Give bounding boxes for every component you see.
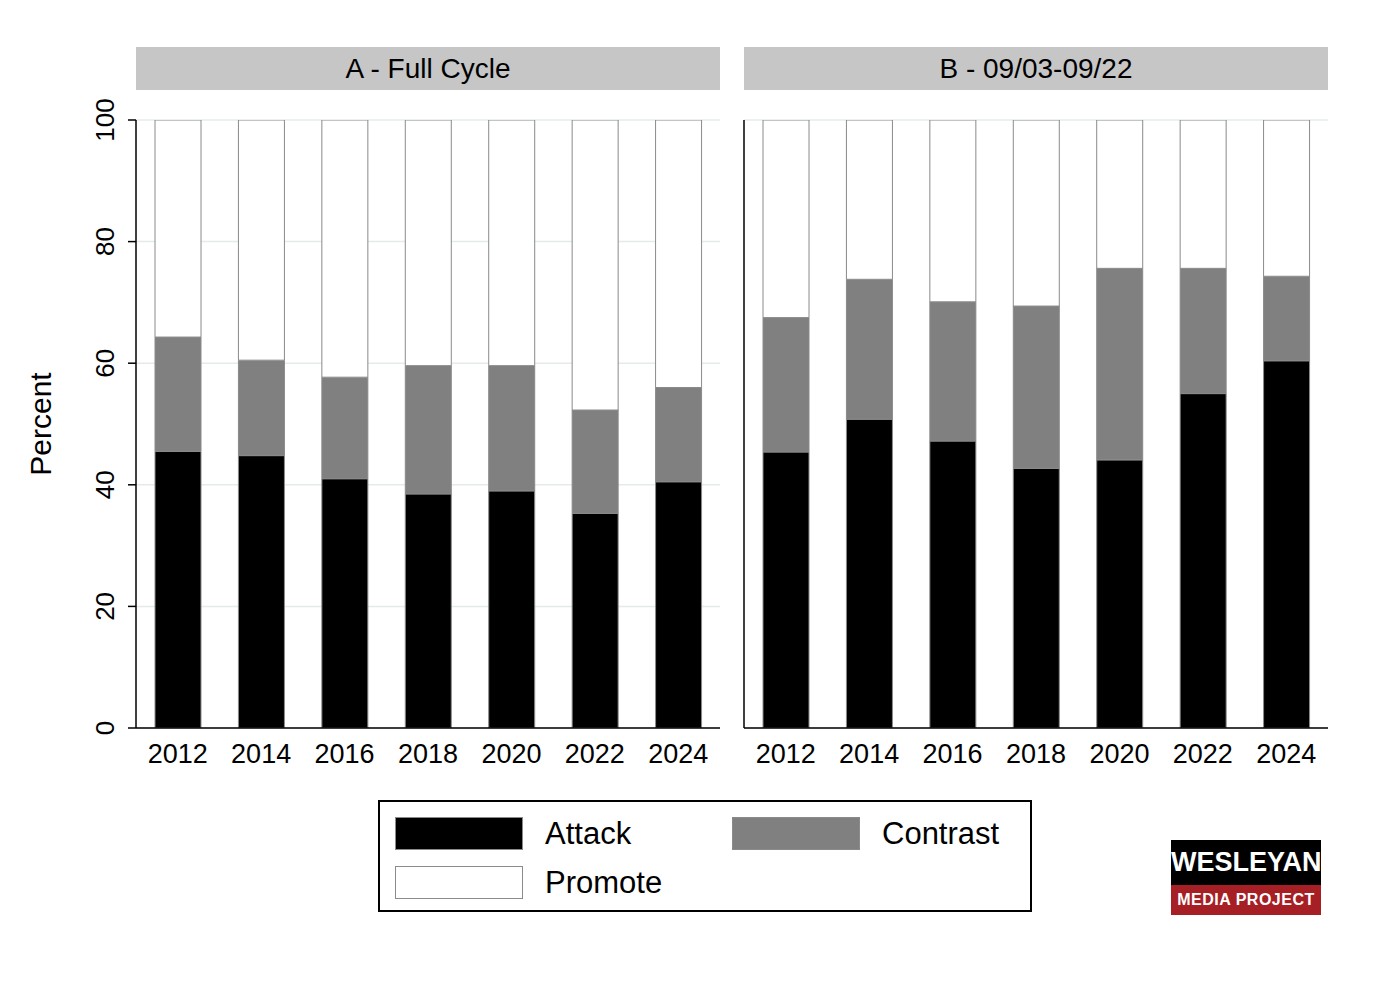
html-text:Contrast: Contrast xyxy=(882,815,1000,851)
svg-text:2016: 2016 xyxy=(923,739,983,769)
html-text:B - 09/03-09/22: B - 09/03-09/22 xyxy=(939,52,1133,84)
svg-text:2016: 2016 xyxy=(315,739,375,769)
html-text:Attack: Attack xyxy=(545,815,632,851)
svg-text:2012: 2012 xyxy=(148,739,208,769)
svg-text:2024: 2024 xyxy=(648,739,708,769)
html-text:WESLEYAN: WESLEYAN xyxy=(1171,847,1322,877)
svg-text:2020: 2020 xyxy=(481,739,541,769)
svg-text:0: 0 xyxy=(90,721,120,735)
svg-text:2018: 2018 xyxy=(398,739,458,769)
html-text:MEDIA PROJECT: MEDIA PROJECT xyxy=(1177,891,1315,908)
html-text:Promote: Promote xyxy=(545,864,663,900)
svg-text:20: 20 xyxy=(90,592,120,621)
svg-text:Percent: Percent xyxy=(24,372,57,476)
svg-text:2014: 2014 xyxy=(839,739,899,769)
svg-text:60: 60 xyxy=(90,349,120,378)
svg-text:2022: 2022 xyxy=(565,739,625,769)
svg-text:2012: 2012 xyxy=(756,739,816,769)
svg-text:2018: 2018 xyxy=(1006,739,1066,769)
svg-text:2024: 2024 xyxy=(1256,739,1316,769)
svg-text:2014: 2014 xyxy=(231,739,291,769)
svg-text:80: 80 xyxy=(90,227,120,256)
svg-text:2022: 2022 xyxy=(1173,739,1233,769)
svg-text:2020: 2020 xyxy=(1089,739,1149,769)
svg-text:40: 40 xyxy=(90,470,120,499)
html-text:A - Full Cycle: A - Full Cycle xyxy=(345,52,511,84)
svg-text:100: 100 xyxy=(90,98,120,141)
